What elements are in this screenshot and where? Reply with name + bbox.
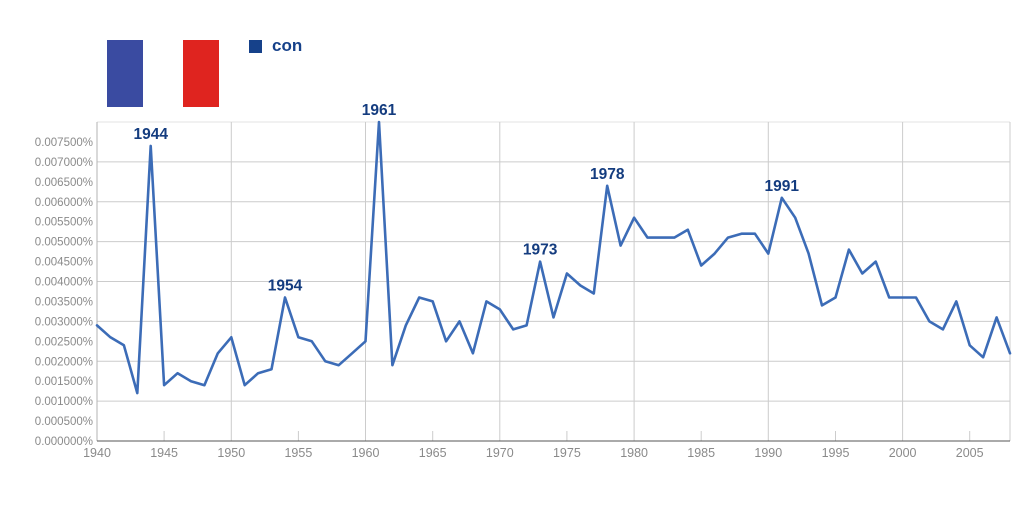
y-axis-label: 0.006500% [35, 177, 93, 189]
flag-blue-stripe [107, 40, 143, 107]
x-axis-label: 1970 [486, 446, 514, 460]
x-axis-label: 1940 [83, 446, 111, 460]
x-axis-label: 1995 [822, 446, 850, 460]
y-axis-label: 0.006000% [35, 197, 93, 209]
x-axis-label: 1960 [352, 446, 380, 460]
peak-annotation: 1973 [523, 242, 558, 259]
x-axis-label: 1945 [150, 446, 178, 460]
x-axis-label: 1950 [217, 446, 245, 460]
x-axis-label: 1965 [419, 446, 447, 460]
peak-annotation: 1978 [590, 166, 625, 183]
x-axis-label: 2000 [889, 446, 917, 460]
y-axis-label: 0.001000% [35, 396, 93, 408]
legend-swatch-icon [249, 39, 262, 53]
y-axis-label: 0.007000% [35, 157, 93, 169]
france-flag [107, 40, 219, 107]
legend: con [249, 36, 303, 55]
y-axis-label: 0.002000% [35, 356, 93, 368]
x-axis-label: 1955 [284, 446, 312, 460]
y-axis-label: 0.005500% [35, 217, 93, 229]
legend-label: con [272, 36, 303, 55]
y-axis-label: 0.001500% [35, 376, 93, 388]
y-axis-label: 0.007500% [35, 137, 93, 149]
y-axis-label: 0.004500% [35, 257, 93, 269]
x-axis-label: 2005 [956, 446, 984, 460]
y-axis-label: 0.000500% [35, 416, 93, 428]
series-line-con [95, 120, 1012, 395]
peak-annotation: 1961 [362, 102, 397, 119]
x-axis-label: 1990 [754, 446, 782, 460]
x-axis-label: 1980 [620, 446, 648, 460]
peak-annotation: 1944 [133, 126, 168, 143]
y-axis-label: 0.003500% [35, 296, 93, 308]
peak-annotation: 1991 [765, 178, 800, 195]
peak-annotation: 1954 [268, 278, 303, 295]
y-axis-label: 0.004000% [35, 277, 93, 289]
y-axis-label: 0.000000% [35, 436, 93, 448]
flag-red-stripe [183, 40, 219, 107]
y-axis-label: 0.005000% [35, 237, 93, 249]
x-axis-label: 1985 [687, 446, 715, 460]
y-axis-label: 0.002500% [35, 336, 93, 348]
x-axis-label: 1975 [553, 446, 581, 460]
flag-white-stripe [143, 40, 183, 107]
y-axis-label: 0.003000% [35, 316, 93, 328]
